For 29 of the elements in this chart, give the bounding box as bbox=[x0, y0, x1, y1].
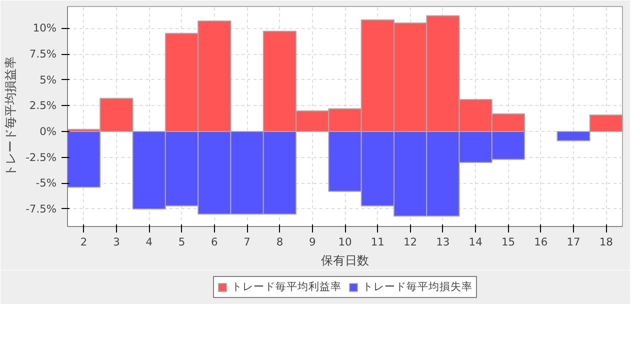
x-axis-title: 保有日数 bbox=[321, 254, 369, 268]
x-tick-label: 17 bbox=[566, 236, 580, 248]
y-tick-label: 0% bbox=[40, 124, 56, 138]
x-tick-label: 15 bbox=[501, 236, 516, 248]
y-tick-label: -7.5% bbox=[26, 202, 57, 216]
x-tick-label: 12 bbox=[404, 236, 418, 248]
y-tick-label: 10% bbox=[32, 22, 56, 35]
x-tick-label: 7 bbox=[244, 236, 250, 248]
x-tick-label: 18 bbox=[599, 236, 614, 248]
x-tick-label: 2 bbox=[80, 236, 88, 248]
x-tick-label: 4 bbox=[146, 236, 153, 248]
x-tick-label: 11 bbox=[370, 236, 384, 248]
x-tick-label: 3 bbox=[113, 236, 120, 248]
x-tick-label: 16 bbox=[534, 236, 548, 248]
y-tick-label: -5% bbox=[36, 176, 57, 190]
y-tick-label: 7.5% bbox=[29, 48, 57, 61]
x-tick-label: 6 bbox=[211, 236, 218, 248]
x-tick-label: 8 bbox=[276, 236, 284, 248]
x-tick-label: 10 bbox=[338, 236, 352, 248]
y-tick-label: 2.5% bbox=[29, 99, 57, 112]
y-axis-title: トレード毎平均損益率 bbox=[4, 56, 18, 176]
x-tick-label: 14 bbox=[468, 236, 483, 248]
legend-label: トレード毎平均利益率 bbox=[232, 280, 342, 294]
x-tick-label: 5 bbox=[178, 236, 186, 248]
x-tick-label: 9 bbox=[308, 236, 316, 248]
y-tick-label: 5% bbox=[40, 73, 56, 86]
x-tick-label: 13 bbox=[436, 236, 450, 248]
legend-label: トレード毎平均損失率 bbox=[362, 280, 472, 294]
y-tick-label: -2.5% bbox=[26, 150, 57, 164]
